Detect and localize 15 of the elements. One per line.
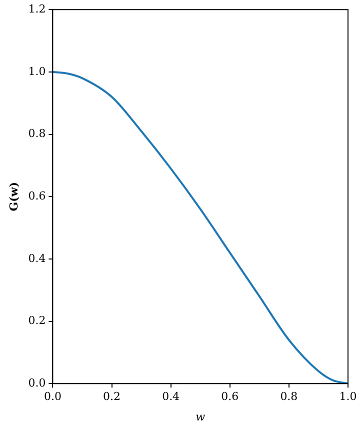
x-axis-title: w — [196, 410, 206, 424]
x-tick-label: 0.2 — [103, 390, 121, 404]
x-tick-label: 0.8 — [280, 390, 298, 404]
y-tick-label: 0.6 — [28, 189, 46, 202]
x-tick-label: 0.4 — [162, 390, 180, 404]
y-tick-label: 0.4 — [28, 252, 46, 265]
x-tick-label: 0.6 — [221, 390, 239, 404]
x-tick-label: 0.0 — [44, 390, 62, 404]
y-tick-label: 0.8 — [28, 127, 46, 140]
y-axis-title: G(w) — [7, 182, 20, 212]
x-tick-label: 1.0 — [339, 390, 357, 404]
y-tick-label: 1.0 — [28, 64, 46, 78]
y-tick-label: 1.2 — [28, 2, 46, 16]
y-tick-label: 0.0 — [28, 376, 46, 390]
y-tick-label: 0.2 — [28, 314, 46, 328]
